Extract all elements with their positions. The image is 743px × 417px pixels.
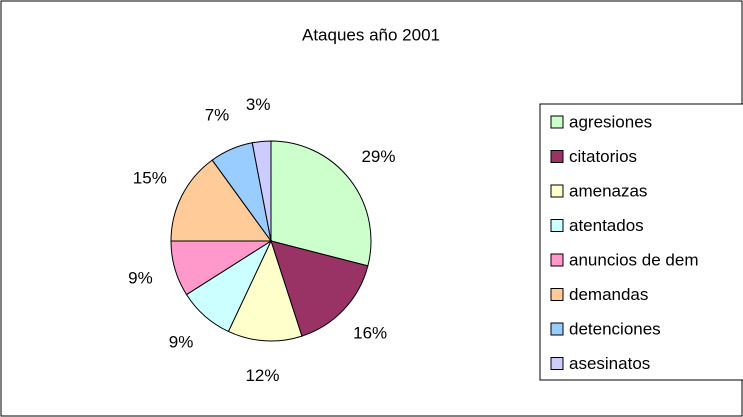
legend-swatch (550, 219, 564, 232)
pie-slice (270, 140, 372, 267)
legend-swatch (550, 115, 564, 129)
data-label: 9% (169, 332, 194, 351)
data-label: 16% (353, 324, 387, 343)
legend-swatch (550, 288, 564, 301)
pie-slice (251, 140, 272, 242)
pie-slice (270, 240, 369, 337)
legend-swatch (550, 357, 564, 370)
legend-label: demandas (569, 285, 648, 304)
legend-label: citatorios (569, 147, 637, 166)
legend-label: agresiones (569, 112, 652, 131)
pie-slice (170, 159, 272, 242)
legend-swatch (550, 150, 564, 163)
data-label: 12% (245, 366, 279, 385)
legend-label: atentados (569, 216, 644, 235)
legend-label: amenazas (569, 181, 647, 200)
legend-swatch (550, 322, 564, 336)
legend-label: anuncios de dem (569, 250, 698, 269)
legend-label: detenciones (569, 319, 661, 338)
data-label: 15% (133, 169, 167, 188)
legend-box (539, 103, 743, 381)
legend-swatch (550, 184, 564, 198)
data-label: 3% (246, 95, 271, 114)
data-label: 7% (205, 106, 230, 125)
legend-swatch (550, 253, 564, 267)
chart-title: Ataques año 2001 (302, 25, 440, 44)
pie-slice (227, 239, 303, 342)
data-label: 9% (128, 268, 153, 287)
data-label: 29% (361, 147, 395, 166)
legend-label: asesinatos (569, 354, 650, 373)
